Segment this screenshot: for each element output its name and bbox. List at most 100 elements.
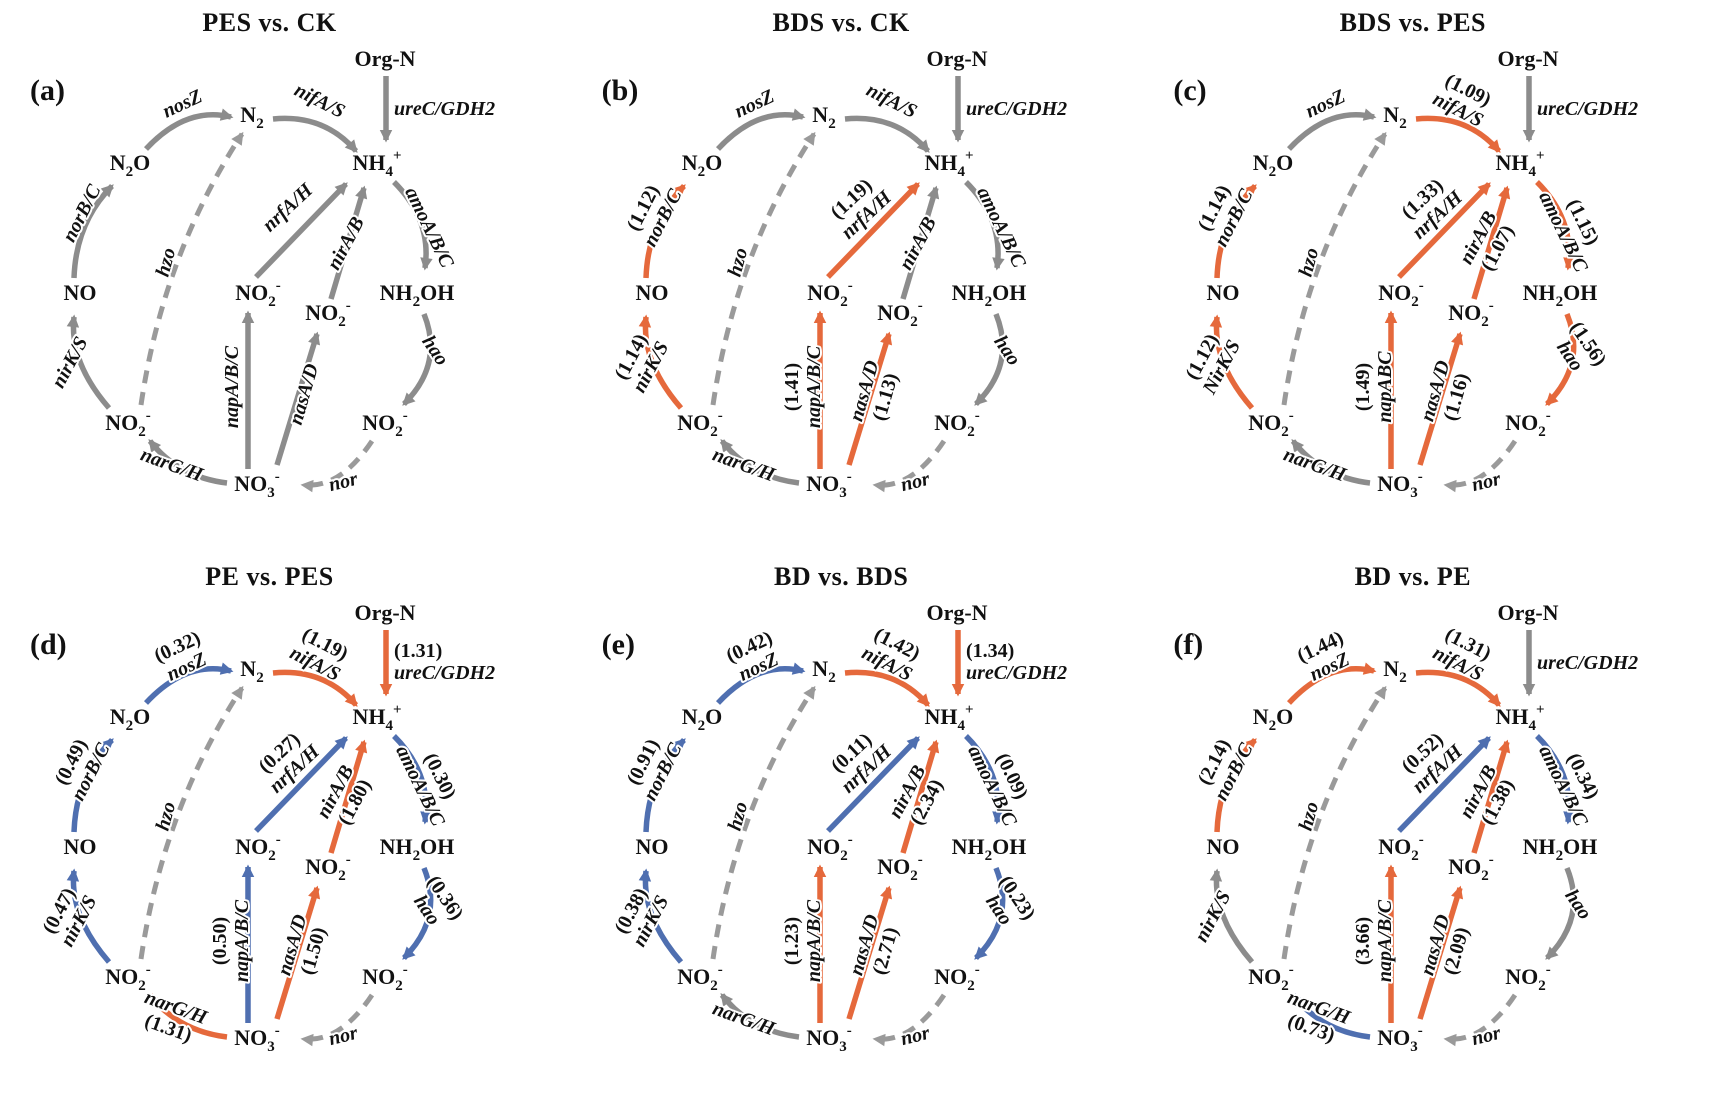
arrow-gene-ureC: ureC/GDH2 bbox=[394, 98, 495, 120]
arrow-label-amoABC: (0.09)amoA/B/C bbox=[961, 740, 1034, 832]
panel-f-diagram: hzo nor (1.44)nosZ (1.31)nifA/S ureC/GDH2 (2.… bbox=[1189, 598, 1641, 1058]
arrow-gene-ureC: ureC/GDH2 bbox=[394, 662, 495, 684]
arrow-gene-hao: hao bbox=[417, 332, 453, 370]
arrow-gene-hao: hao bbox=[1561, 886, 1597, 924]
arrow-label-nor: nor bbox=[325, 1020, 363, 1052]
node-nh2oh: NH2OH bbox=[1523, 280, 1598, 310]
arrow-nrfAH bbox=[1397, 182, 1492, 279]
arrow-label-amoABC: (1.15)amoA/B/C bbox=[1533, 186, 1606, 278]
node-nh2oh: NH2OH bbox=[380, 280, 455, 310]
node-no2C: NO2- bbox=[1379, 278, 1425, 310]
arrow-nor bbox=[1443, 439, 1518, 493]
arrow-nor bbox=[1443, 993, 1518, 1047]
node-no: NO bbox=[64, 834, 97, 859]
node-n2: N2 bbox=[812, 656, 835, 686]
node-no2R: NO2- bbox=[877, 298, 923, 330]
arrow-label-amoABC: (0.34)amoA/B/C bbox=[1533, 740, 1606, 832]
arrow-nifAS bbox=[844, 115, 930, 153]
arrow-gene-ureC: ureC/GDH2 bbox=[1537, 98, 1638, 120]
node-no2R: NO2- bbox=[305, 298, 351, 330]
arrow-nifAS bbox=[272, 669, 359, 707]
node-n2o: N2O bbox=[110, 150, 151, 180]
arrow-gene-nirKS: nirK/S bbox=[47, 333, 92, 391]
panel-e-diagram: hzo nor (0.42)nosZ (1.42)nifA/S (1.34)ureC/G… bbox=[608, 598, 1069, 1058]
node-no2BR: NO2- bbox=[362, 962, 408, 994]
arrow-nifAS bbox=[1416, 115, 1502, 153]
node-orgN: Org-N bbox=[354, 600, 415, 625]
arrow-hzo bbox=[1281, 131, 1388, 406]
panel-title: BD vs. PE bbox=[1354, 562, 1472, 591]
arrow-label-nrfAH: (0.52)nrfA/H bbox=[1396, 726, 1471, 799]
arrow-label-hao: (0.23)hao bbox=[979, 870, 1042, 932]
arrow-label-napABC: (1.23) napA/B/C bbox=[779, 897, 827, 984]
arrow-label-nrfAH: (0.27)nrfA/H bbox=[252, 726, 327, 799]
arrow-label-narGH: narG/H bbox=[1279, 442, 1352, 489]
panel-letter: (c) bbox=[1173, 74, 1207, 107]
node-orgN: Org-N bbox=[1498, 46, 1559, 71]
arrow-label-nasAD: nasA/D bbox=[283, 359, 325, 429]
node-n2: N2 bbox=[1384, 656, 1407, 686]
node-no2L: NO2- bbox=[105, 962, 151, 994]
node-no2L: NO2- bbox=[1249, 408, 1295, 440]
panel-e: (e) BD vs. BDS hzo nor (0.42) nosZ (1.42) nif… bbox=[572, 554, 1143, 1108]
arrow-nasAD bbox=[1417, 885, 1464, 1020]
arrow-label-nor: nor bbox=[1468, 466, 1506, 498]
arrow-nifAS bbox=[272, 115, 359, 153]
arrow-nasAD bbox=[846, 885, 892, 1020]
arrow-nosZ bbox=[715, 108, 806, 151]
arrow-nor bbox=[872, 993, 946, 1047]
arrow-label-norBC: (1.12)norB/C bbox=[620, 179, 688, 252]
arrow-gene-nasAD: nasA/D bbox=[285, 361, 323, 427]
arrow-amoABC bbox=[1535, 734, 1576, 825]
arrow-gene-hzo: hzo bbox=[1295, 245, 1324, 279]
arrow-narGH bbox=[719, 439, 799, 486]
arrow-label-nirAB: nirA/B(1.38) bbox=[1454, 760, 1522, 831]
arrow-nosZ bbox=[143, 108, 234, 151]
arrow-narGH bbox=[147, 439, 228, 486]
arrow-label-nor: nor bbox=[325, 466, 363, 498]
arrow-label-narGH: narG/H bbox=[707, 996, 780, 1043]
arrow-label-napABC: (3.66) napA/B/C bbox=[1350, 897, 1398, 984]
arrow-label-nrfAH: (1.19)nrfA/H bbox=[824, 172, 899, 245]
arrow-hzo bbox=[710, 131, 816, 406]
arrow-nasAD bbox=[846, 331, 892, 466]
arrow-nirAB bbox=[1471, 739, 1511, 854]
arrow-label-nosZ: (1.44)nosZ bbox=[1292, 625, 1355, 688]
panel-f: (f) BD vs. PE hzo nor (1.44) nosZ (1.31) nifA… bbox=[1143, 554, 1714, 1108]
arrow-narGH bbox=[147, 993, 228, 1040]
panel-title: PES vs. CK bbox=[202, 8, 337, 37]
node-no3: NO3- bbox=[1378, 1023, 1424, 1055]
arrow-label-norBC: (0.49)norB/C bbox=[48, 733, 116, 806]
arrow-gene-napABC: napA/B/C bbox=[221, 345, 243, 428]
arrow-nrfAH bbox=[825, 182, 920, 279]
arrow-norBC bbox=[642, 184, 686, 279]
arrow-label-norBC: (2.14)norB/C bbox=[1192, 733, 1260, 806]
arrow-narGH bbox=[1291, 439, 1371, 486]
node-no: NO bbox=[64, 280, 97, 305]
node-nh4: NH4+ bbox=[924, 148, 973, 180]
node-orgN: Org-N bbox=[926, 46, 987, 71]
arrow-label-hzo: hzo bbox=[721, 797, 754, 835]
node-no2L: NO2- bbox=[105, 408, 151, 440]
arrow-gene-narGH: narG/H bbox=[138, 444, 207, 487]
node-n2: N2 bbox=[240, 102, 263, 132]
node-no2L: NO2- bbox=[1249, 962, 1295, 994]
arrow-norBC bbox=[71, 184, 114, 279]
arrow-gene-nirAB: nirA/B bbox=[895, 213, 941, 273]
node-no2BR: NO2- bbox=[934, 962, 980, 994]
arrow-label-hao: (0.36)hao bbox=[407, 870, 470, 932]
arrow-gene-nor: nor bbox=[1470, 468, 1504, 496]
arrow-label-nrfAH: nrfA/H bbox=[256, 176, 320, 238]
arrow-label-nirAB: nirA/B(1.80) bbox=[310, 760, 378, 831]
arrow-label-nifAS: (1.09)nifA/S bbox=[1428, 67, 1497, 133]
node-n2: N2 bbox=[812, 102, 835, 132]
arrow-label-hao: hao bbox=[987, 330, 1027, 372]
panel-letter: (f) bbox=[1173, 628, 1204, 661]
panel-d-diagram: hzo nor (0.32)nosZ (1.19)nifA/S (1.31)ureC/G… bbox=[36, 598, 497, 1058]
arrow-label-amoABC: amoA/B/C bbox=[398, 182, 460, 274]
arrow-gene-hzo: hzo bbox=[723, 245, 752, 279]
arrow-label-ureC: (1.34)ureC/GDH2 bbox=[964, 638, 1069, 686]
node-no2R: NO2- bbox=[305, 852, 351, 884]
